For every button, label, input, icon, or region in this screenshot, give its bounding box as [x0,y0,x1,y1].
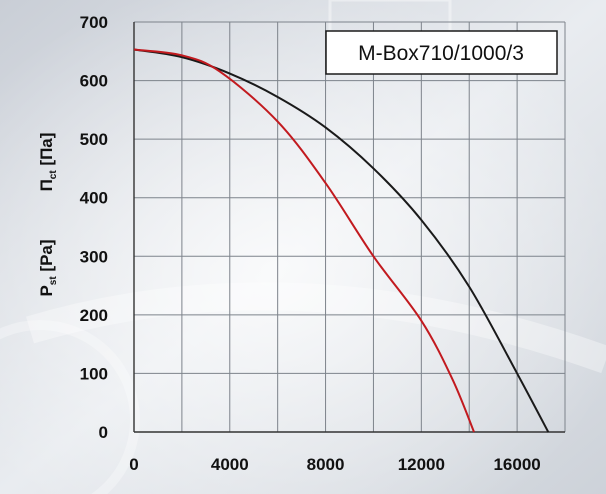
y-tick-label: 500 [80,130,108,149]
y-tick-label: 200 [80,306,108,325]
series-line-2 [133,48,475,433]
title-box [325,30,558,75]
y-tick-label: 100 [80,364,108,383]
y-tick-label: 700 [80,13,108,32]
y-axis-label-primary: Pst [Pa] [37,239,59,296]
y-tick-label: 0 [99,423,108,442]
x-tick-label: 12000 [398,455,445,474]
decor-ring [0,320,140,494]
y-tick-label: 400 [80,189,108,208]
x-tick-label: 0 [129,455,138,474]
decor-swoosh [26,282,606,374]
y-tick-label: 600 [80,72,108,91]
y-axis-label-secondary: Пct [Па] [37,133,59,192]
plot-area: 0 4000 8000 12000 16000 0 100 200 300 400 500 600 70… [37,13,566,474]
x-tick-label: 16000 [493,455,540,474]
y-tick-label: 300 [80,247,108,266]
x-tick-label: 8000 [307,455,345,474]
x-tick-label: 4000 [211,455,249,474]
chart-title: M-Box710/1000/3 [358,42,524,65]
